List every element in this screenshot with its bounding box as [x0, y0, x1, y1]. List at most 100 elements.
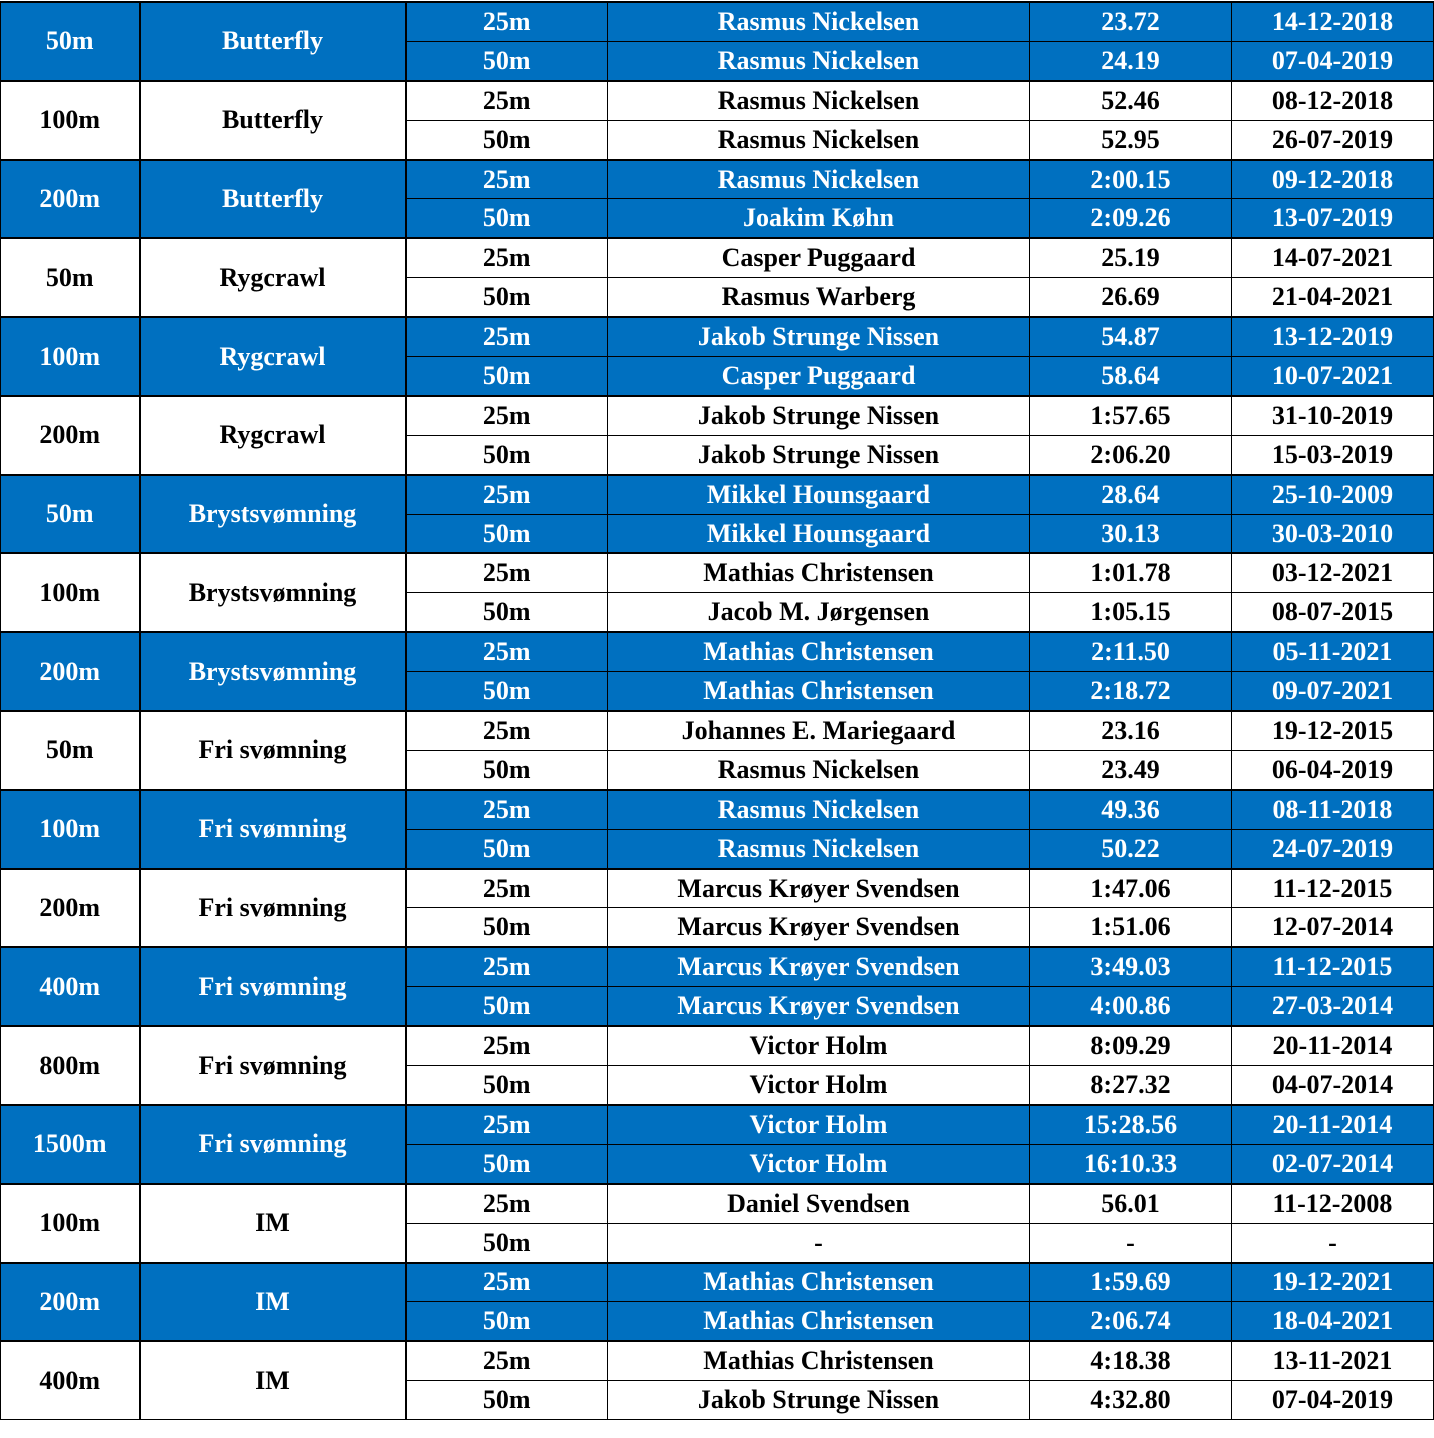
time: 23.16 [1029, 710, 1232, 751]
date: 14-07-2021 [1231, 237, 1434, 279]
stroke: Brystsvømning [138, 631, 407, 712]
swimmer: Jacob M. Jørgensen [607, 592, 1030, 633]
pool: 25m [405, 631, 608, 673]
record-row: 200m Rygcrawl 25m Jakob Strunge Nissen 1:57.… [0, 394, 1434, 476]
record-row: 100m Brystsvømning 25m Mathias Christensen 1… [0, 552, 1434, 633]
stroke: Fri svømning [138, 710, 407, 791]
date: 06-04-2019 [1231, 749, 1434, 791]
date: 30-03-2010 [1231, 513, 1434, 554]
time: 30.13 [1029, 513, 1232, 554]
stroke: Butterfly [138, 158, 407, 239]
record-row: 100m Fri svømning 25m Rasmus Nickelsen 49.36… [0, 788, 1434, 870]
record-group: 100m Brystsvømning 25m Mathias Christensen 1… [0, 552, 1434, 633]
pool: 25m [405, 1103, 608, 1145]
date: 03-12-2021 [1231, 552, 1434, 594]
pool: 50m [405, 434, 608, 476]
time: 2:06.20 [1029, 434, 1232, 476]
record-row: 50m Victor Holm 8:27.32 04-07-2014 [1, 1065, 1434, 1106]
distance: 200m [0, 394, 140, 476]
time: 50.22 [1029, 828, 1232, 870]
pool: 50m [405, 1065, 608, 1106]
time: 2:09.26 [1029, 198, 1232, 239]
time: 52.46 [1029, 79, 1232, 121]
date: 19-12-2015 [1231, 710, 1434, 751]
record-row: 50m Jakob Strunge Nissen 4:32.80 07-04-2019 [1, 1380, 1434, 1421]
record-row: 50m Fri svømning 25m Johannes E. Mariegaard… [0, 710, 1434, 791]
distance: 200m [0, 867, 140, 948]
time: 58.64 [1029, 356, 1232, 397]
time: 25.19 [1029, 237, 1232, 279]
date: 13-07-2019 [1231, 198, 1434, 239]
record-group: 800m Fri svømning 25m Victor Holm 8:09.29 20-… [0, 1025, 1434, 1106]
pool: 50m [405, 1222, 608, 1264]
stroke: Brystsvømning [138, 473, 407, 554]
date: 11-12-2015 [1231, 867, 1434, 909]
distance: 1500m [0, 1103, 140, 1185]
distance: 50m [0, 1, 140, 82]
swimmer: Mathias Christensen [607, 631, 1030, 673]
pool: 50m [405, 671, 608, 712]
pool: 25m [405, 1025, 608, 1067]
record-group: 100m Rygcrawl 25m Jakob Strunge Nissen 54.87… [0, 316, 1434, 397]
date: 07-04-2019 [1231, 40, 1434, 82]
date: 12-07-2014 [1231, 907, 1434, 948]
time: 2:00.15 [1029, 158, 1232, 200]
distance: 200m [0, 1261, 140, 1342]
date: 09-12-2018 [1231, 158, 1434, 200]
time: 49.36 [1029, 788, 1232, 830]
date: 08-07-2015 [1231, 592, 1434, 633]
time: 56.01 [1029, 1182, 1232, 1224]
time: - [1029, 1222, 1232, 1264]
pool: 50m [405, 1143, 608, 1185]
swimmer: Marcus Krøyer Svendsen [607, 907, 1030, 948]
stroke: Fri svømning [138, 1103, 407, 1185]
date: 27-03-2014 [1231, 986, 1434, 1027]
date: 31-10-2019 [1231, 394, 1434, 436]
date: 11-12-2015 [1231, 946, 1434, 988]
distance: 50m [0, 473, 140, 554]
pool: 25m [405, 79, 608, 121]
time: 16:10.33 [1029, 1143, 1232, 1185]
date: 20-11-2014 [1231, 1103, 1434, 1145]
record-row: 200m Butterfly 25m Rasmus Nickelsen 2:00.15 0… [0, 158, 1434, 239]
pool: 50m [405, 828, 608, 870]
stroke: Fri svømning [138, 946, 407, 1027]
swimmer: Victor Holm [607, 1143, 1030, 1185]
time: 2:06.74 [1029, 1301, 1232, 1342]
record-row: 100m IM 25m Daniel Svendsen 56.01 11-12-2008 [0, 1182, 1434, 1263]
record-row: 50m Mathias Christensen 2:06.74 18-04-2021 [1, 1301, 1434, 1342]
record-row: 50m Casper Puggaard 58.64 10-07-2021 [1, 356, 1434, 397]
record-group: 50m Butterfly 25m Rasmus Nickelsen 23.72 14-1… [0, 0, 1434, 82]
record-row: 100m Rygcrawl 25m Jakob Strunge Nissen 54.87… [0, 316, 1434, 397]
time: 8:27.32 [1029, 1065, 1232, 1106]
record-group: 400m Fri svømning 25m Marcus Krøyer Svendse… [0, 946, 1434, 1027]
record-row: 400m Fri svømning 25m Marcus Krøyer Svendse… [0, 946, 1434, 1027]
swimmer: Mikkel Hounsgaard [607, 513, 1030, 554]
record-group: 400m IM 25m Mathias Christensen 4:18.38 13-11… [0, 1340, 1434, 1421]
stroke: IM [138, 1340, 407, 1421]
pool: 25m [405, 158, 608, 200]
time: 4:18.38 [1029, 1340, 1232, 1382]
record-row: 50m Mikkel Hounsgaard 30.13 30-03-2010 [1, 513, 1434, 554]
date: 09-07-2021 [1231, 671, 1434, 712]
date: - [1231, 1222, 1434, 1264]
pool: 25m [405, 0, 608, 42]
time: 2:11.50 [1029, 631, 1232, 673]
pool: 50m [405, 749, 608, 791]
distance: 400m [0, 1340, 140, 1421]
pool: 25m [405, 867, 608, 909]
pool: 25m [405, 710, 608, 751]
pool: 50m [405, 986, 608, 1027]
pool: 25m [405, 394, 608, 436]
swimmer: Marcus Krøyer Svendsen [607, 946, 1030, 988]
record-group: 1500m Fri svømning 25m Victor Holm 15:28.56 2… [0, 1103, 1434, 1185]
swimmer: Daniel Svendsen [607, 1182, 1030, 1224]
record-group: 100m Butterfly 25m Rasmus Nickelsen 52.46 08-… [0, 79, 1434, 161]
time: 1:01.78 [1029, 552, 1232, 594]
swimmer: Victor Holm [607, 1025, 1030, 1067]
time: 26.69 [1029, 277, 1232, 318]
swimmer: Rasmus Nickelsen [607, 158, 1030, 200]
date: 05-11-2021 [1231, 631, 1434, 673]
time: 28.64 [1029, 473, 1232, 515]
